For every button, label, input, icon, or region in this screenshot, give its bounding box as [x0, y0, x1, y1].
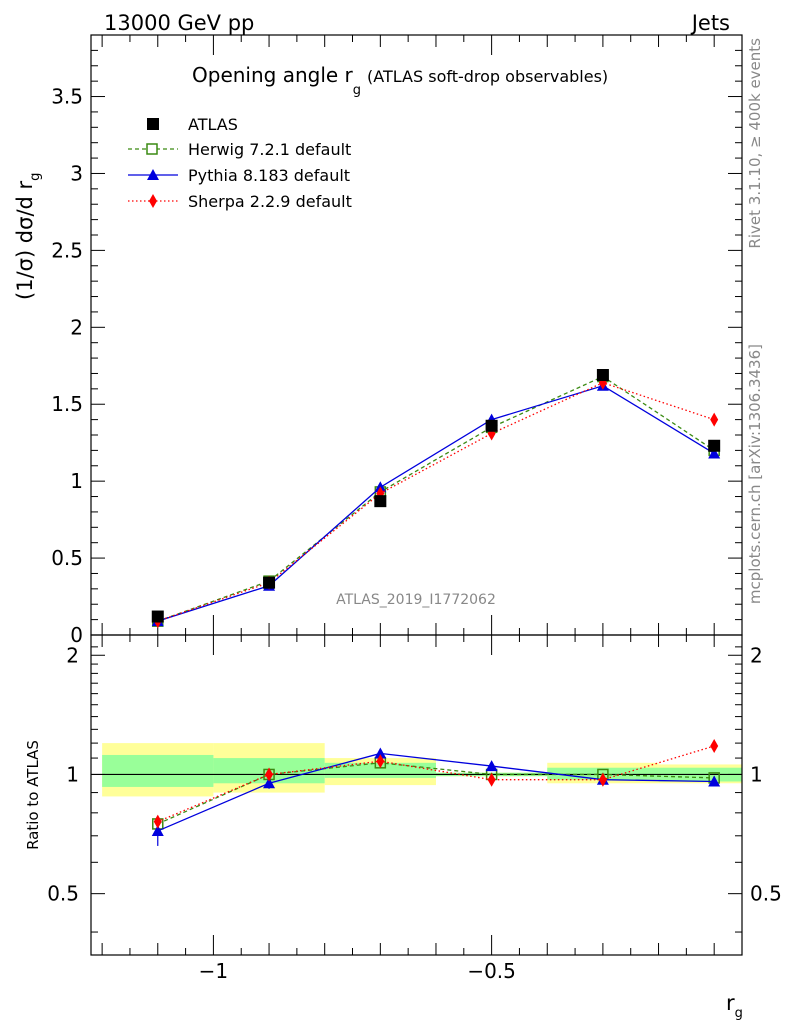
x-tick-label: −0.5: [467, 959, 516, 983]
analysis-watermark: ATLAS_2019_I1772062: [336, 592, 496, 608]
main-pythia-line: [157, 385, 715, 622]
mcplots-label: mcplots.cern.ch [arXiv:1306.3436]: [746, 344, 764, 604]
main-plot-marks: [151, 369, 721, 629]
main-ytick-label: 3.5: [51, 85, 83, 109]
main-ytick-label: 1: [70, 469, 83, 493]
main-atlas-point: [596, 369, 609, 381]
ratio-sherpa-point: [153, 814, 162, 829]
ratio-pythia-line: [157, 752, 715, 832]
legend-herwig-marker: [146, 143, 158, 155]
band-inner-0: [102, 754, 214, 787]
ratio-pythia-point: [374, 747, 387, 759]
legend-atlas-marker: [147, 118, 159, 130]
main-herwig-line: [157, 375, 715, 622]
ratio-sherpa-point: [265, 767, 274, 782]
ratio-pythia-point: [263, 777, 276, 789]
ratio-ytick-label-left: 0.5: [47, 882, 79, 906]
main-ytick-label: 0: [70, 623, 83, 647]
ratio-ytick-label-left: 1: [66, 762, 79, 786]
ratio-sherpa-point: [598, 772, 607, 787]
ratio-frame: [90, 634, 743, 956]
ratio-pythia-point: [708, 775, 721, 787]
ratio-sherpa-point: [710, 738, 719, 753]
main-ytick-label: 2.5: [51, 238, 83, 262]
plot-frames: 0 0.5 1 1.5 2 2.5 3 3.5 −1 −0.5 0.5 0.5 1 1 2 2: [47, 34, 782, 983]
main-ytick-label: 1.5: [51, 392, 83, 416]
legend-sherpa-marker: [149, 194, 157, 208]
main-sherpa-point: [710, 412, 719, 427]
ratio-pythia-point: [485, 760, 498, 772]
ratio-sherpa-point: [376, 754, 385, 769]
main-ytick-label: 0.5: [51, 546, 83, 570]
x-axis-label: rg: [726, 991, 743, 1021]
ratio-ytick-label-left: 2: [66, 643, 79, 667]
ratio-pythia-point: [151, 824, 164, 836]
ratio-y-label: Ratio to ATLAS: [24, 740, 42, 850]
legend: ATLAS Herwig 7.2.1 default Pythia 8.183 …: [128, 115, 352, 211]
ratio-sherpa-line: [157, 745, 715, 823]
header-left: 13000 GeV pp: [104, 11, 254, 35]
ratio-sherpa-point: [487, 772, 496, 787]
main-atlas-point: [151, 610, 164, 623]
main-atlas-point: [374, 495, 387, 508]
ratio-uncertainty-bands: [102, 743, 742, 797]
main-y-label: (1/σ) dσ/d rg: [13, 173, 43, 300]
main-pythia-point: [708, 447, 721, 459]
x-tick-label: −1: [199, 959, 228, 983]
ratio-ytick-label-right: 2: [750, 643, 763, 667]
legend-herwig-label: Herwig 7.2.1 default: [188, 140, 351, 159]
main-title: Opening angle rg(ATLAS soft-drop observa…: [192, 63, 608, 98]
ratio-ytick-label-right: 0.5: [750, 882, 782, 906]
rivet-label: Rivet 3.1.10, ≥ 400k events: [746, 38, 764, 249]
main-atlas-point: [708, 439, 721, 452]
legend-pythia-label: Pythia 8.183 default: [188, 166, 350, 185]
legend-pythia-marker: [147, 169, 159, 180]
legend-atlas-label: ATLAS: [188, 115, 238, 134]
main-atlas-point: [485, 419, 498, 432]
main-ytick-label: 2: [70, 315, 83, 339]
main-sherpa-line: [157, 381, 715, 622]
legend-sherpa-label: Sherpa 2.2.9 default: [188, 192, 352, 211]
main-ytick-label: 3: [70, 161, 83, 185]
main-atlas-point: [263, 576, 276, 589]
ratio-plot-marks: [151, 738, 721, 846]
ratio-ytick-label-right: 1: [750, 762, 763, 786]
header-right: Jets: [690, 11, 730, 35]
